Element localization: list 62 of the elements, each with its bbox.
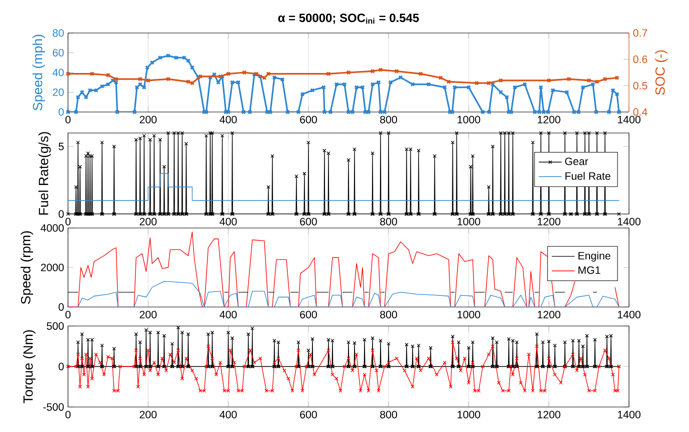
y-tick-label: -500: [43, 403, 64, 411]
y-axis-title: Speed (mph): [32, 34, 45, 110]
y-tick-label: 0: [58, 210, 64, 218]
point: [186, 79, 191, 84]
x-tick-label: 600: [300, 116, 317, 124]
y-tick-label: 500: [46, 322, 64, 330]
x-tick-label: 1000: [458, 410, 480, 418]
y-tick-label: 60: [52, 48, 64, 57]
x-tick-label: 1400: [618, 218, 640, 226]
legend-label: Fuel Rate: [565, 172, 610, 180]
x-tick-label: 200: [140, 116, 157, 124]
x-tick-label: 400: [220, 116, 237, 124]
x-tick-label: 800: [380, 410, 398, 418]
x-tick-label: 200: [140, 410, 157, 418]
x-tick-label: 400: [220, 310, 237, 318]
x-tick-label: 0: [65, 410, 71, 418]
x-tick-label: 0: [65, 310, 71, 318]
legend-label: Engine: [578, 252, 610, 262]
y2-tick-label: 0.7: [633, 29, 648, 37]
x-tick-label: 1200: [538, 410, 560, 418]
x-tick-label: 600: [300, 218, 317, 226]
y-tick-label: 40: [52, 68, 64, 76]
x-tick-label: 1200: [538, 218, 560, 226]
x-tick-label: 400: [220, 410, 237, 418]
y2-tick-label: 0.5: [633, 82, 648, 90]
y-axis-title: Speed (rpm): [20, 231, 34, 304]
y2-tick-label: 0.4: [633, 108, 648, 116]
x-tick-label: 0: [65, 218, 71, 226]
y-tick-label: 0: [58, 362, 64, 370]
x-tick-label: 200: [140, 218, 157, 226]
point: [346, 70, 351, 75]
y-axis-title: Fuel Rate(g/s): [38, 132, 51, 215]
legend-label: MG1: [578, 266, 600, 274]
y-tick-label: 80: [52, 29, 64, 37]
x-tick-label: 1200: [538, 116, 560, 124]
x-tick-label: 1400: [618, 116, 640, 124]
y-axis-title: Torque (Nm): [23, 330, 36, 404]
x-tick-label: 1400: [618, 310, 640, 318]
x-tick-label: 600: [300, 410, 317, 418]
y-tick-label: 4000: [40, 224, 64, 232]
x-tick-label: 1000: [458, 116, 480, 124]
y-tick-label: 2000: [40, 264, 64, 272]
x-tick-label: 800: [380, 116, 398, 124]
line-series: [78, 280, 620, 307]
x-tick-label: 1000: [458, 310, 480, 318]
x-tick-label: 1200: [538, 310, 560, 318]
x-tick-label: 200: [140, 310, 157, 318]
x-tick-label: 1400: [618, 410, 640, 418]
x-tick-label: 400: [220, 218, 237, 226]
x-tick-label: 0: [65, 116, 71, 124]
y2-tick-label: 0.6: [633, 56, 648, 64]
x-tick-label: 600: [300, 310, 317, 318]
chart-title: α = 50000; SOC$_{ini}$ = 0.545: [278, 14, 419, 24]
series-label: Gear: [565, 158, 588, 166]
y-tick-label: 0: [58, 108, 64, 116]
y-tick-label: 0: [58, 303, 64, 311]
x-tick-label: 800: [380, 310, 398, 318]
y2-axis-title: SOC (-): [655, 50, 668, 95]
x-tick-label: 800: [380, 218, 398, 226]
y-tick-label: 5: [58, 142, 64, 150]
x-tick-label: 1000: [458, 218, 480, 226]
y-tick-label: 20: [52, 88, 64, 96]
